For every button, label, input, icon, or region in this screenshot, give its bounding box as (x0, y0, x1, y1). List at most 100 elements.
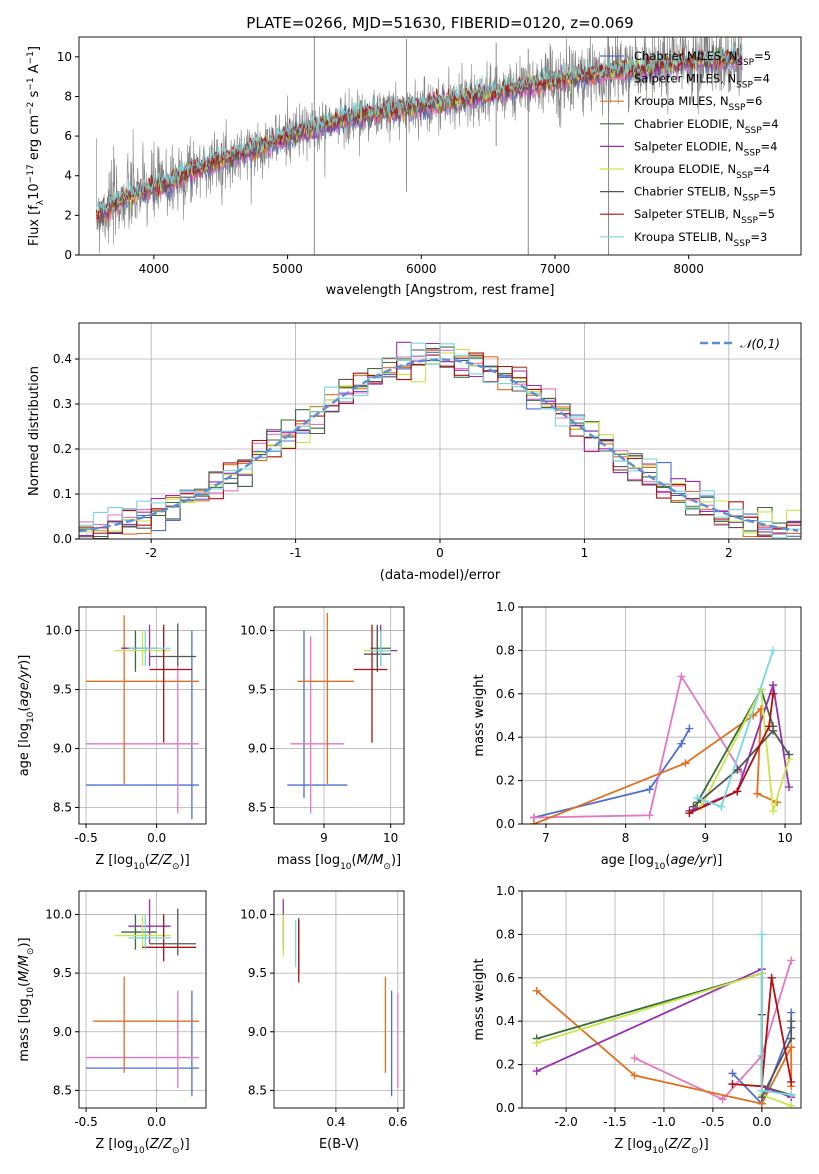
panel-age-weight: 7 8 9 10 0.0 0.2 0.4 0.6 0.8 1.0 age [log10(age/yr… (472, 600, 802, 872)
y-axis-label: mass weight (472, 674, 487, 756)
x-tick-label: -0.5 (74, 1115, 97, 1129)
y-tick-label: 8 (64, 89, 72, 103)
weight-point-marker (733, 765, 742, 774)
y-tick-label: 10.0 (240, 624, 267, 638)
y-tick-label: 10 (57, 50, 72, 64)
panel-z-age: -0.5 0.0 8.5 9.0 9.5 10.0 Z [log10(Z/Z⊙)] age [… (17, 606, 207, 872)
x-tick-label: 5000 (272, 262, 303, 276)
weight-point-marker (787, 1017, 796, 1026)
weight-point-marker (767, 973, 776, 982)
weight-point-marker (728, 1080, 737, 1089)
y-tick-label: 0.6 (496, 971, 515, 985)
weight-point-marker (757, 1086, 766, 1095)
weight-point-marker (532, 1067, 541, 1076)
x-tick-label: 9 (702, 831, 710, 845)
weight-point-marker (685, 724, 694, 733)
x-tick-label: -2 (145, 546, 157, 560)
x-axis-label: wavelength [Angstrom, rest frame] (326, 283, 555, 298)
x-tick-label: 7000 (540, 262, 571, 276)
y-tick-label: 0.4 (496, 730, 515, 744)
weight-point-marker (753, 789, 762, 798)
x-tick-label: -0.5 (74, 831, 97, 845)
y-tick-label: 0.8 (496, 643, 515, 657)
plot-area (532, 930, 796, 1108)
weight-point-marker (681, 759, 690, 768)
y-tick-label: 8.5 (248, 800, 267, 814)
x-tick-label: 1 (581, 546, 589, 560)
weight-series-line (760, 934, 792, 1096)
axes-frame (78, 36, 802, 256)
weight-point-marker (769, 726, 778, 735)
y-tick-label: 9.0 (53, 1025, 72, 1039)
legend-label: Salpeter MILES, NSSP=4 (634, 72, 770, 91)
x-tick-label: 10 (777, 831, 792, 845)
weight-point-marker (787, 1008, 796, 1017)
weight-point-marker (728, 1069, 737, 1078)
y-axis-label: Normed distribution (27, 366, 42, 496)
plot-area (95, 37, 743, 255)
legend: Chabrier MILES, NSSP=5 Salpeter MILES, NS… (600, 49, 779, 249)
panel-ebv-mass: 0.4 0.6 8.5 9.0 9.5 10.0 E(B-V) (240, 890, 407, 1152)
y-tick-label: 0.0 (496, 817, 515, 831)
weight-point-marker (685, 809, 694, 818)
x-tick-label: 8000 (673, 262, 704, 276)
y-tick-label: 0.2 (496, 774, 515, 788)
weight-point-marker (532, 986, 541, 995)
weight-point-marker (630, 1071, 639, 1080)
x-tick-label: -1.5 (603, 1115, 626, 1129)
x-tick-label: 0 (436, 546, 444, 560)
legend-label: Chabrier STELIB, NSSP=5 (634, 185, 776, 204)
weight-series-line (533, 674, 742, 819)
axes-frame (273, 606, 405, 825)
y-tick-label: 0.8 (496, 927, 515, 941)
weight-point-marker (757, 930, 766, 939)
panel-z-mass: -0.5 0.0 8.5 9.0 9.5 10.0 Z [log10(Z/Z⊙)] mass … (17, 890, 207, 1156)
y-tick-label: 0.4 (496, 1014, 515, 1028)
weight-point-marker (718, 1095, 727, 1104)
y-tick-label: 9.0 (53, 742, 72, 756)
weight-point-marker (787, 1101, 796, 1108)
x-tick-label: 0.6 (388, 1115, 407, 1129)
x-tick-label: 9 (320, 831, 328, 845)
x-axis-label: mass [log10(M/M⊙)] (277, 853, 401, 872)
y-tick-label: 4 (64, 169, 72, 183)
weight-point-marker (689, 802, 698, 811)
weight-series-line (692, 729, 790, 808)
weight-point-marker (677, 739, 686, 748)
legend-label: Salpeter ELODIE, NSSP=4 (634, 139, 777, 158)
weight-point-marker (785, 783, 794, 792)
y-tick-label: 9.5 (53, 966, 72, 980)
y-tick-label: 8.5 (248, 1083, 267, 1097)
legend-label: Chabrier ELODIE, NSSP=4 (634, 117, 779, 136)
y-tick-label: 0.6 (496, 687, 515, 701)
weight-point-marker (733, 787, 742, 796)
x-tick-label: 0.4 (326, 1115, 345, 1129)
y-tick-label: 6 (64, 129, 72, 143)
weight-point-marker (769, 806, 778, 815)
panel-residuals: -2 -1 0 1 2 0.0 0.1 0.2 0.3 0.4 𝒩(0,1) (data-model)… (27, 322, 802, 583)
y-tick-label: 9.5 (248, 683, 267, 697)
weight-point-marker (529, 820, 538, 824)
y-tick-label: 9.5 (53, 683, 72, 697)
weight-point-marker (532, 1038, 541, 1047)
y-axis-label: Flux [fλ10−17 erg cm−2 s−1 A−1] (26, 46, 46, 246)
panel-spectrum: 4000 5000 6000 7000 8000 0 2 4 6 8 10 wavelength [A… (26, 36, 802, 298)
weight-series-line (689, 693, 774, 814)
x-tick-label: -2.0 (554, 1115, 577, 1129)
axes-frame (273, 890, 405, 1109)
y-tick-label: 9.0 (248, 742, 267, 756)
y-tick-label: 0.1 (53, 487, 72, 501)
x-tick-label: -0.5 (701, 1115, 724, 1129)
weight-point-marker (769, 681, 778, 690)
y-tick-label: 9.0 (248, 1025, 267, 1039)
normal-distribution-line (79, 358, 799, 533)
y-tick-label: 0.2 (496, 1058, 515, 1072)
y-tick-label: 10.0 (45, 907, 72, 921)
weight-point-marker (769, 646, 778, 655)
weight-point-marker (645, 811, 654, 820)
x-axis-label: Z [log10(Z/Z⊙)] (95, 1137, 189, 1156)
y-tick-label: 0.4 (53, 352, 72, 366)
axes-frame (78, 890, 207, 1109)
y-tick-label: 10.0 (45, 624, 72, 638)
